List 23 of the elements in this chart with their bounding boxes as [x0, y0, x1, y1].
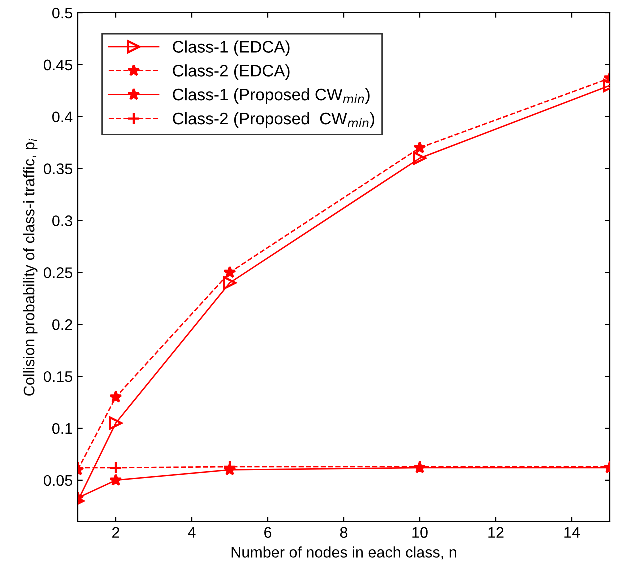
- x-tick-label: 2: [112, 527, 120, 538]
- y-tick-label: 0.25: [44, 268, 72, 278]
- y-axis-title: Collision probability of class-i traffic, p$_{i}$: [23, 138, 38, 396]
- legend-label: Class-1 (EDCA): [173, 40, 290, 56]
- x-tick-label: 6: [264, 527, 272, 538]
- legend-label: Class-2 (Proposed CW$_{min}$): [173, 112, 374, 128]
- x-tick-label: 8: [340, 527, 348, 538]
- y-tick-label: 0.45: [44, 60, 72, 71]
- y-tick-label: 0.15: [44, 371, 72, 382]
- x-tick-label: 4: [188, 527, 196, 538]
- x-tick-label: 14: [564, 527, 580, 538]
- x-tick-label: 10: [412, 527, 428, 538]
- y-tick-label: 0.4: [52, 112, 73, 123]
- y-tick-label: 0.3: [52, 216, 72, 226]
- legend-label: Class-2 (EDCA): [173, 64, 290, 80]
- y-tick-label: 0.2: [52, 320, 72, 330]
- x-axis-title: Number of nodes in each class, n: [232, 546, 456, 560]
- x-tick-label: 12: [488, 527, 504, 538]
- y-tick-label: 0.35: [44, 164, 72, 175]
- legend-label: Class-1 (Proposed CW$_{min}$): [173, 88, 370, 104]
- y-tick-label: 0.1: [52, 423, 72, 434]
- y-tick-label: 0.05: [44, 475, 72, 486]
- y-tick-label: 0.5: [52, 8, 72, 19]
